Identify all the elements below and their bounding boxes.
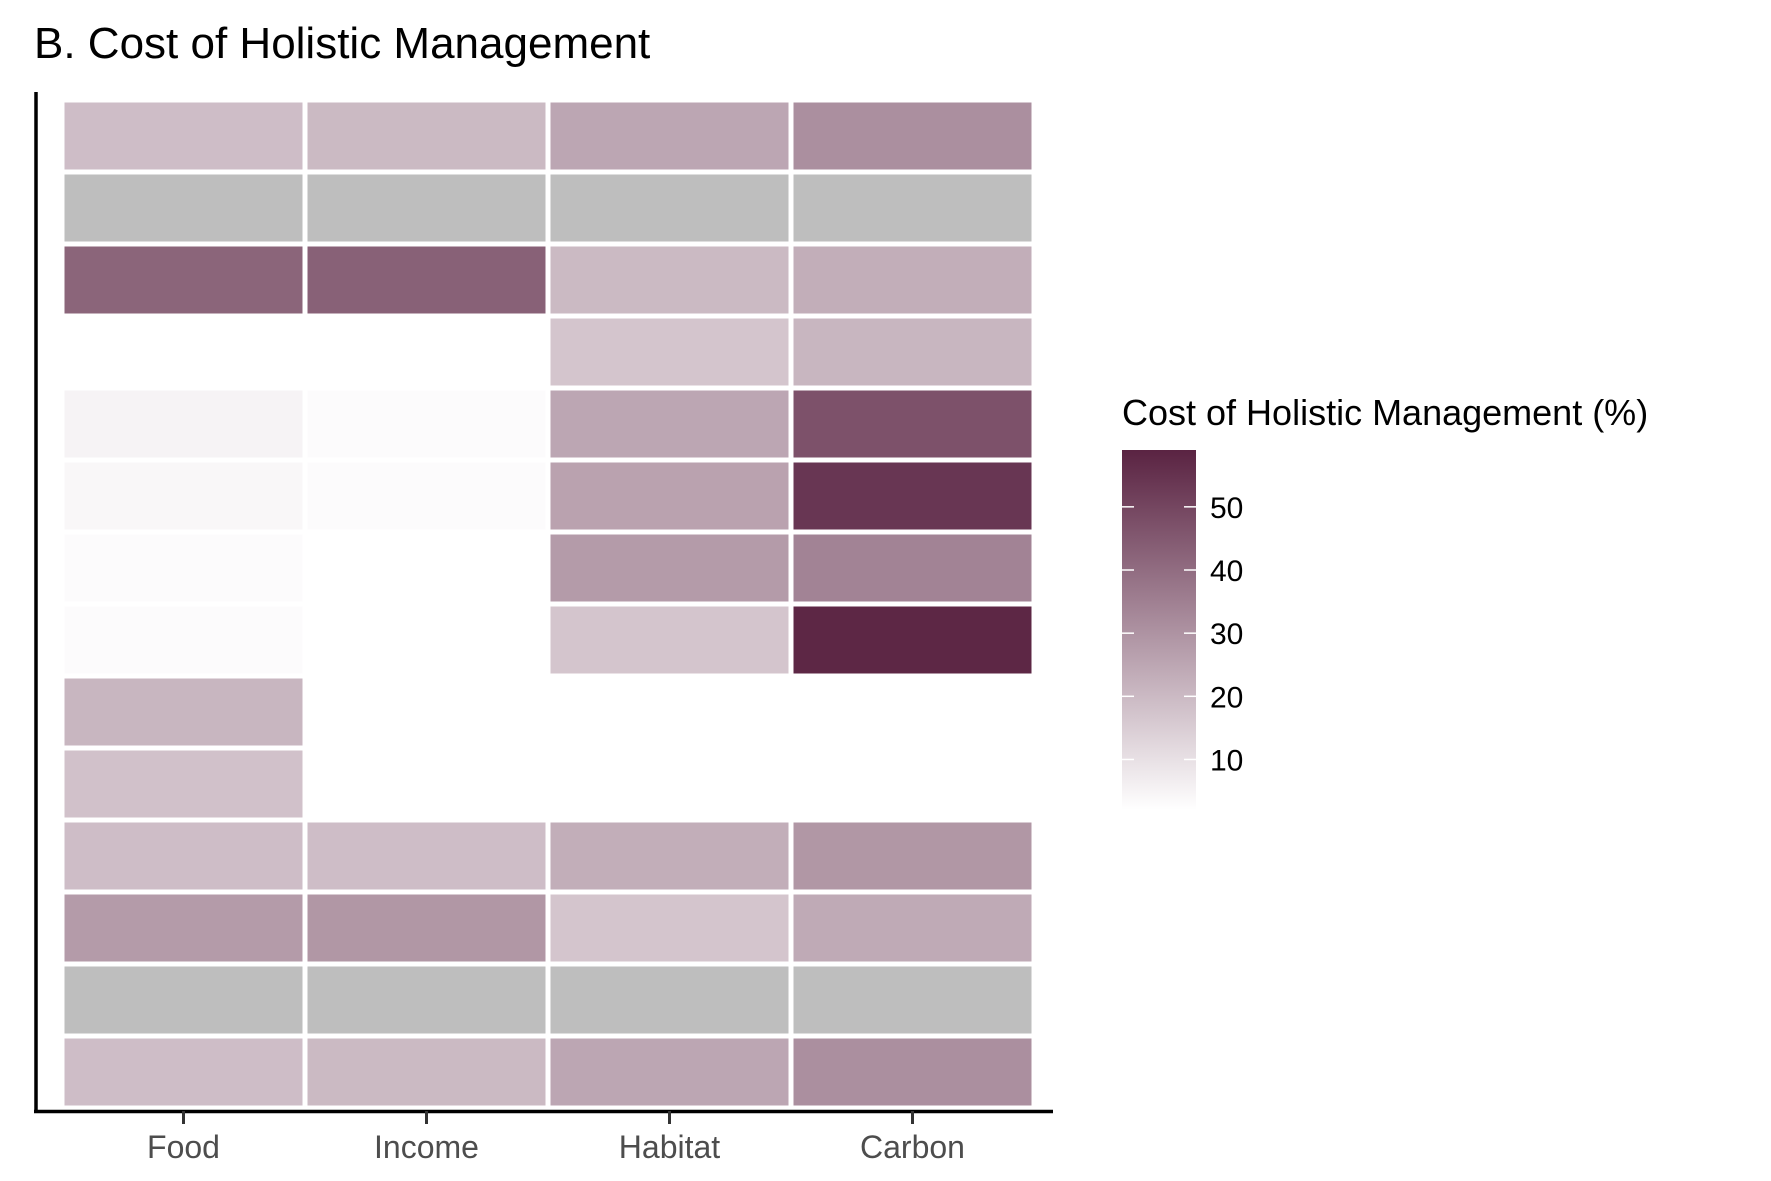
heatmap-cell-carbon-row-1: [793, 102, 1032, 170]
heatmap-cell-income-row-8: [307, 606, 546, 674]
heatmap-cell-habitat-row-14: [550, 1038, 789, 1106]
heatmap-cell-carbon-row-10: [793, 750, 1032, 818]
heatmap-cell-habitat-row-4: [550, 318, 789, 386]
heatmap-cell-income-row-7: [307, 534, 546, 602]
heatmap-cell-income-row-5: [307, 390, 546, 458]
heatmap-cell-habitat-row-12: [550, 894, 789, 962]
heatmap-cell-food-row-4: [64, 318, 303, 386]
legend-tick-label-20: 20: [1210, 681, 1243, 714]
heatmap-cell-income-row-1: [307, 102, 546, 170]
heatmap-cell-habitat-row-7: [550, 534, 789, 602]
heatmap-cell-food-row-7: [64, 534, 303, 602]
heatmap-cell-habitat-row-13: [550, 966, 789, 1034]
heatmap-cell-food-row-1: [64, 102, 303, 170]
heatmap-cell-food-row-5: [64, 390, 303, 458]
legend-ticks: 10 20 30 40 50: [1122, 492, 1243, 777]
heatmap-cell-habitat-row-3: [550, 246, 789, 314]
heatmap-cell-habitat-row-8: [550, 606, 789, 674]
heatmap-cell-income-row-4: [307, 318, 546, 386]
x-tick-label-habitat: Habitat: [619, 1129, 721, 1165]
heatmap-cell-income-row-12: [307, 894, 546, 962]
heatmap-cell-food-row-2: [64, 174, 303, 242]
heatmap-cell-food-row-13: [64, 966, 303, 1034]
heatmap-cell-carbon-row-12: [793, 894, 1032, 962]
heatmap-cell-carbon-row-6: [793, 462, 1032, 530]
heatmap-cell-habitat-row-1: [550, 102, 789, 170]
heatmap-cell-habitat-row-9: [550, 678, 789, 746]
heatmap-cell-income-row-10: [307, 750, 546, 818]
heatmap-cell-income-row-11: [307, 822, 546, 890]
heatmap-cell-income-row-3: [307, 246, 546, 314]
heatmap-cell-habitat-row-10: [550, 750, 789, 818]
heatmap-cell-food-row-3: [64, 246, 303, 314]
heatmap-cell-income-row-2: [307, 174, 546, 242]
heatmap-cell-carbon-row-11: [793, 822, 1032, 890]
legend-tick-label-30: 30: [1210, 618, 1243, 651]
heatmap-cell-habitat-row-6: [550, 462, 789, 530]
heatmap-cell-income-row-9: [307, 678, 546, 746]
heatmap-cell-carbon-row-4: [793, 318, 1032, 386]
heatmap-cell-food-row-8: [64, 606, 303, 674]
heatmap-cell-food-row-9: [64, 678, 303, 746]
x-axis-ticks: Food Income Habitat Carbon: [147, 1111, 965, 1165]
heatmap-cell-income-row-13: [307, 966, 546, 1034]
heatmap-cells: [64, 102, 1032, 1106]
heatmap-cell-carbon-row-5: [793, 390, 1032, 458]
x-tick-label-carbon: Carbon: [860, 1129, 965, 1165]
chart-title: B. Cost of Holistic Management: [34, 19, 650, 68]
heatmap-cell-income-row-14: [307, 1038, 546, 1106]
heatmap-cell-food-row-11: [64, 822, 303, 890]
heatmap-cell-habitat-row-5: [550, 390, 789, 458]
x-tick-label-income: Income: [374, 1129, 479, 1165]
legend-title: Cost of Holistic Management (%): [1122, 392, 1648, 433]
heatmap-cell-food-row-14: [64, 1038, 303, 1106]
legend-colorbar: [1122, 450, 1196, 810]
legend-tick-label-10: 10: [1210, 744, 1243, 777]
heatmap-cell-food-row-6: [64, 462, 303, 530]
heatmap-cell-food-row-12: [64, 894, 303, 962]
heatmap-cell-income-row-6: [307, 462, 546, 530]
legend-tick-label-50: 50: [1210, 492, 1243, 525]
heatmap-cell-carbon-row-9: [793, 678, 1032, 746]
heatmap-cell-food-row-10: [64, 750, 303, 818]
heatmap-cell-carbon-row-3: [793, 246, 1032, 314]
heatmap-cell-carbon-row-14: [793, 1038, 1032, 1106]
heatmap-cell-habitat-row-11: [550, 822, 789, 890]
heatmap-cell-carbon-row-13: [793, 966, 1032, 1034]
heatmap-cell-carbon-row-2: [793, 174, 1032, 242]
legend-tick-label-40: 40: [1210, 555, 1243, 588]
x-tick-label-food: Food: [147, 1129, 220, 1165]
heatmap-cell-carbon-row-8: [793, 606, 1032, 674]
heatmap-cell-carbon-row-7: [793, 534, 1032, 602]
heatmap-cell-habitat-row-2: [550, 174, 789, 242]
